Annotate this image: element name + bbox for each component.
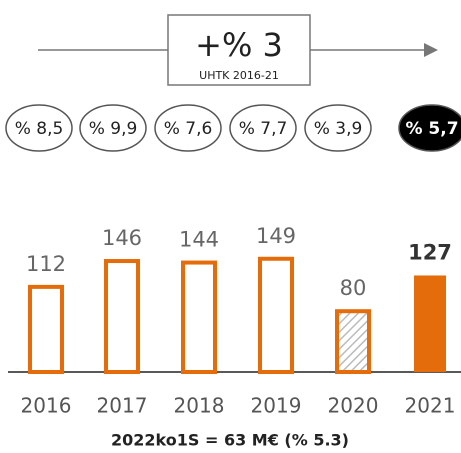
growth-oval bbox=[398, 104, 461, 152]
arrow-head bbox=[424, 43, 438, 57]
bar bbox=[104, 259, 140, 375]
headline-note: UHTK 2016-21 bbox=[199, 69, 279, 82]
x-tick-label: 2019 bbox=[251, 394, 302, 418]
x-tick-label: 2018 bbox=[174, 394, 225, 418]
growth-oval bbox=[79, 104, 147, 152]
headline: +% 3 bbox=[195, 26, 283, 64]
x-tick-label: 2020 bbox=[328, 394, 379, 418]
bar bbox=[258, 256, 294, 375]
growth-oval bbox=[229, 104, 297, 152]
x-tick-label: 2021 bbox=[405, 394, 456, 418]
growth-label: % 8,5 bbox=[15, 119, 64, 139]
bar bbox=[414, 275, 446, 372]
x-tick-label: 2017 bbox=[97, 394, 148, 418]
value-label: 80 bbox=[340, 276, 367, 300]
growth-label: % 9,9 bbox=[89, 119, 138, 139]
growth-label: % 3,9 bbox=[314, 119, 363, 139]
x-tick-label: 2016 bbox=[21, 394, 72, 418]
value-label: 149 bbox=[256, 224, 296, 248]
value-label: 112 bbox=[26, 252, 66, 276]
growth-label: % 5,7 bbox=[405, 119, 458, 139]
value-label: 144 bbox=[179, 228, 219, 252]
growth-label: % 7,7 bbox=[239, 119, 288, 139]
growth-label: % 7,6 bbox=[164, 119, 213, 139]
growth-oval bbox=[154, 104, 222, 152]
footer: 2022ko1S = 63 M€ (% 5.3) bbox=[111, 431, 349, 450]
value-label: 146 bbox=[102, 226, 142, 250]
bar bbox=[335, 309, 371, 375]
bar bbox=[181, 260, 217, 374]
growth-oval bbox=[304, 104, 372, 152]
headline-box bbox=[167, 14, 311, 86]
growth-oval bbox=[5, 104, 73, 152]
bar bbox=[28, 284, 64, 375]
value-label: 127 bbox=[408, 240, 452, 264]
